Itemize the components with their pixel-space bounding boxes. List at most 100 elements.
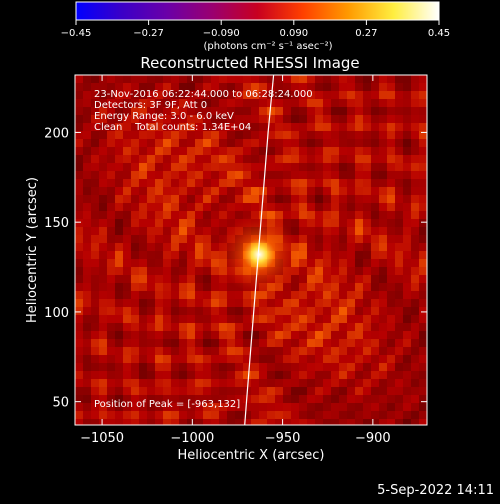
image-pixel	[411, 115, 419, 123]
image-pixel	[379, 219, 387, 227]
image-pixel	[115, 371, 123, 379]
image-pixel	[307, 315, 315, 323]
image-pixel	[387, 347, 395, 355]
image-pixel	[219, 211, 227, 219]
image-pixel	[227, 83, 235, 91]
image-pixel	[395, 195, 403, 203]
image-pixel	[395, 419, 403, 425]
image-pixel	[419, 387, 427, 395]
image-pixel	[203, 163, 211, 171]
image-pixel	[187, 163, 195, 171]
image-pixel	[107, 155, 115, 163]
image-pixel	[235, 195, 243, 203]
image-pixel	[251, 411, 259, 419]
image-pixel	[419, 347, 427, 355]
image-pixel	[323, 147, 331, 155]
image-pixel	[315, 347, 323, 355]
image-pixel	[187, 347, 195, 355]
image-pixel	[379, 387, 387, 395]
image-pixel	[363, 363, 371, 371]
image-pixel	[323, 131, 331, 139]
image-pixel	[331, 203, 339, 211]
image-pixel	[395, 307, 403, 315]
image-pixel	[187, 283, 195, 291]
image-pixel	[171, 83, 179, 91]
image-pixel	[163, 315, 171, 323]
image-pixel	[75, 147, 83, 155]
image-pixel	[243, 371, 251, 379]
image-pixel	[75, 395, 83, 403]
image-pixel	[99, 187, 107, 195]
image-pixel	[91, 275, 99, 283]
image-pixel	[355, 139, 363, 147]
image-pixel	[203, 387, 211, 395]
image-pixel	[315, 275, 323, 283]
image-pixel	[267, 147, 275, 155]
image-pixel	[155, 99, 163, 107]
image-pixel	[195, 395, 203, 403]
image-pixel	[275, 387, 283, 395]
image-pixel	[395, 299, 403, 307]
y-tick-label: 150	[44, 216, 69, 231]
image-pixel	[123, 115, 131, 123]
image-pixel	[411, 227, 419, 235]
colorbar-tick-label: 0.27	[355, 28, 377, 39]
image-pixel	[123, 179, 131, 187]
image-pixel	[379, 195, 387, 203]
image-pixel	[403, 179, 411, 187]
image-pixel	[315, 235, 323, 243]
image-pixel	[283, 339, 291, 347]
image-pixel	[107, 179, 115, 187]
image-pixel	[171, 387, 179, 395]
image-pixel	[379, 315, 387, 323]
image-pixel	[123, 235, 131, 243]
image-pixel	[75, 83, 83, 91]
image-pixel	[275, 411, 283, 419]
image-pixel	[123, 195, 131, 203]
image-pixel	[115, 363, 123, 371]
image-pixel	[339, 395, 347, 403]
image-pixel	[403, 235, 411, 243]
image-pixel	[155, 243, 163, 251]
image-pixel	[99, 315, 107, 323]
image-pixel	[259, 323, 267, 331]
image-pixel	[299, 195, 307, 203]
image-pixel	[147, 419, 155, 425]
image-pixel	[107, 83, 115, 91]
image-pixel	[403, 387, 411, 395]
image-pixel	[331, 259, 339, 267]
image-pixel	[371, 83, 379, 91]
image-pixel	[291, 107, 299, 115]
image-pixel	[251, 195, 259, 203]
image-pixel	[267, 395, 275, 403]
image-pixel	[347, 99, 355, 107]
image-pixel	[347, 323, 355, 331]
image-pixel	[395, 331, 403, 339]
image-pixel	[131, 387, 139, 395]
image-pixel	[363, 251, 371, 259]
image-pixel	[251, 163, 259, 171]
image-pixel	[307, 259, 315, 267]
image-pixel	[123, 91, 131, 99]
image-pixel	[419, 259, 427, 267]
image-pixel	[211, 283, 219, 291]
image-pixel	[299, 187, 307, 195]
image-pixel	[203, 371, 211, 379]
image-pixel	[291, 211, 299, 219]
image-pixel	[179, 363, 187, 371]
image-pixel	[211, 339, 219, 347]
image-pixel	[123, 243, 131, 251]
image-pixel	[251, 107, 259, 115]
image-pixel	[139, 259, 147, 267]
image-pixel	[419, 139, 427, 147]
image-pixel	[395, 163, 403, 171]
image-pixel	[115, 299, 123, 307]
image-pixel	[251, 179, 259, 187]
image-pixel	[419, 243, 427, 251]
image-pixel	[187, 331, 195, 339]
image-pixel	[275, 419, 283, 425]
image-pixel	[403, 83, 411, 91]
image-pixel	[99, 411, 107, 419]
y-tick-label: 50	[52, 396, 69, 411]
image-pixel	[219, 371, 227, 379]
